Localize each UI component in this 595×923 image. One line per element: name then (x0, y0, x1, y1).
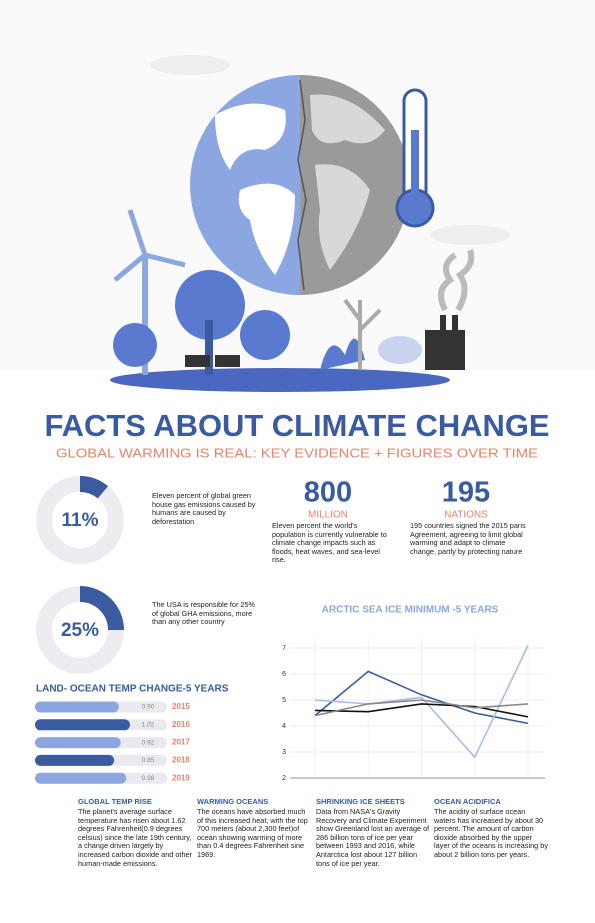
line-series (314, 703, 529, 718)
category-label: 2015 (172, 702, 190, 711)
bar (35, 737, 121, 749)
line-series (314, 699, 529, 717)
y-tick-label: 7 (282, 645, 286, 652)
donut-text: Eleven percent of global green house gas… (152, 491, 256, 526)
fact-text: The acidity of surface ocean waters has … (434, 807, 548, 859)
donut-arc (36, 586, 124, 674)
category-label: 2017 (172, 738, 190, 747)
y-tick-label: 3 (282, 749, 286, 756)
line-series (314, 670, 529, 725)
stat-unit: NATIONS (444, 510, 488, 521)
stat-number: 195 (442, 477, 490, 509)
category-label: 2018 (172, 756, 190, 765)
fact-text: The planet's average surface temperature… (78, 807, 192, 868)
stat-text: 195 countries signed the 2015 paris Agre… (410, 521, 526, 556)
stat-unit: MILLION (308, 510, 348, 521)
value-label: 0.85 (142, 757, 155, 764)
stat-number: 800 (304, 477, 352, 509)
chart-title: ARCTIC SEA ICE MINIMUM -5 YEARS (322, 605, 499, 616)
fact-heading: SHRINKING ICE SHEETS (316, 797, 405, 806)
donut-label: 25% (61, 620, 99, 641)
fact-text: The oceans have absorbed much of this in… (197, 807, 308, 859)
bar (35, 754, 115, 766)
value-label: 0.90 (142, 704, 155, 711)
bar (35, 772, 127, 784)
donut-label: 11% (62, 510, 99, 531)
value-label: 0.92 (142, 739, 155, 746)
category-label: 2016 (172, 720, 190, 729)
y-tick-label: 5 (282, 697, 286, 704)
fact-heading: WARMING OCEANS (197, 797, 269, 806)
fact-heading: GLOBAL TEMP RISE (78, 797, 152, 806)
value-label: 1.02 (142, 722, 155, 729)
bar (35, 701, 119, 713)
bar (35, 719, 130, 731)
donut-arc (36, 476, 124, 564)
value-label: 0.98 (142, 775, 155, 782)
y-tick-label: 4 (282, 723, 286, 730)
donut-text: The USA is responsible for 25% of global… (152, 600, 256, 627)
stat-text: Eleven percent the world's population is… (272, 521, 387, 565)
category-label: 2019 (172, 773, 190, 782)
subtitle: GLOBAL WARMING IS REAL: KEY EVIDENCE + F… (56, 445, 538, 460)
illustration (0, 0, 595, 392)
line-series (314, 645, 529, 759)
chart-title: LAND- OCEAN TEMP CHANGE-5 YEARS (36, 684, 229, 695)
y-tick-label: 2 (282, 775, 286, 782)
fact-text: Data from NASA's Gravity Recovery and Cl… (316, 807, 430, 868)
fact-heading: OCEAN ACIDIFICA (434, 797, 501, 806)
title: FACTS ABOUT CLIMATE CHANGE (45, 408, 550, 443)
y-tick-label: 6 (282, 671, 286, 678)
